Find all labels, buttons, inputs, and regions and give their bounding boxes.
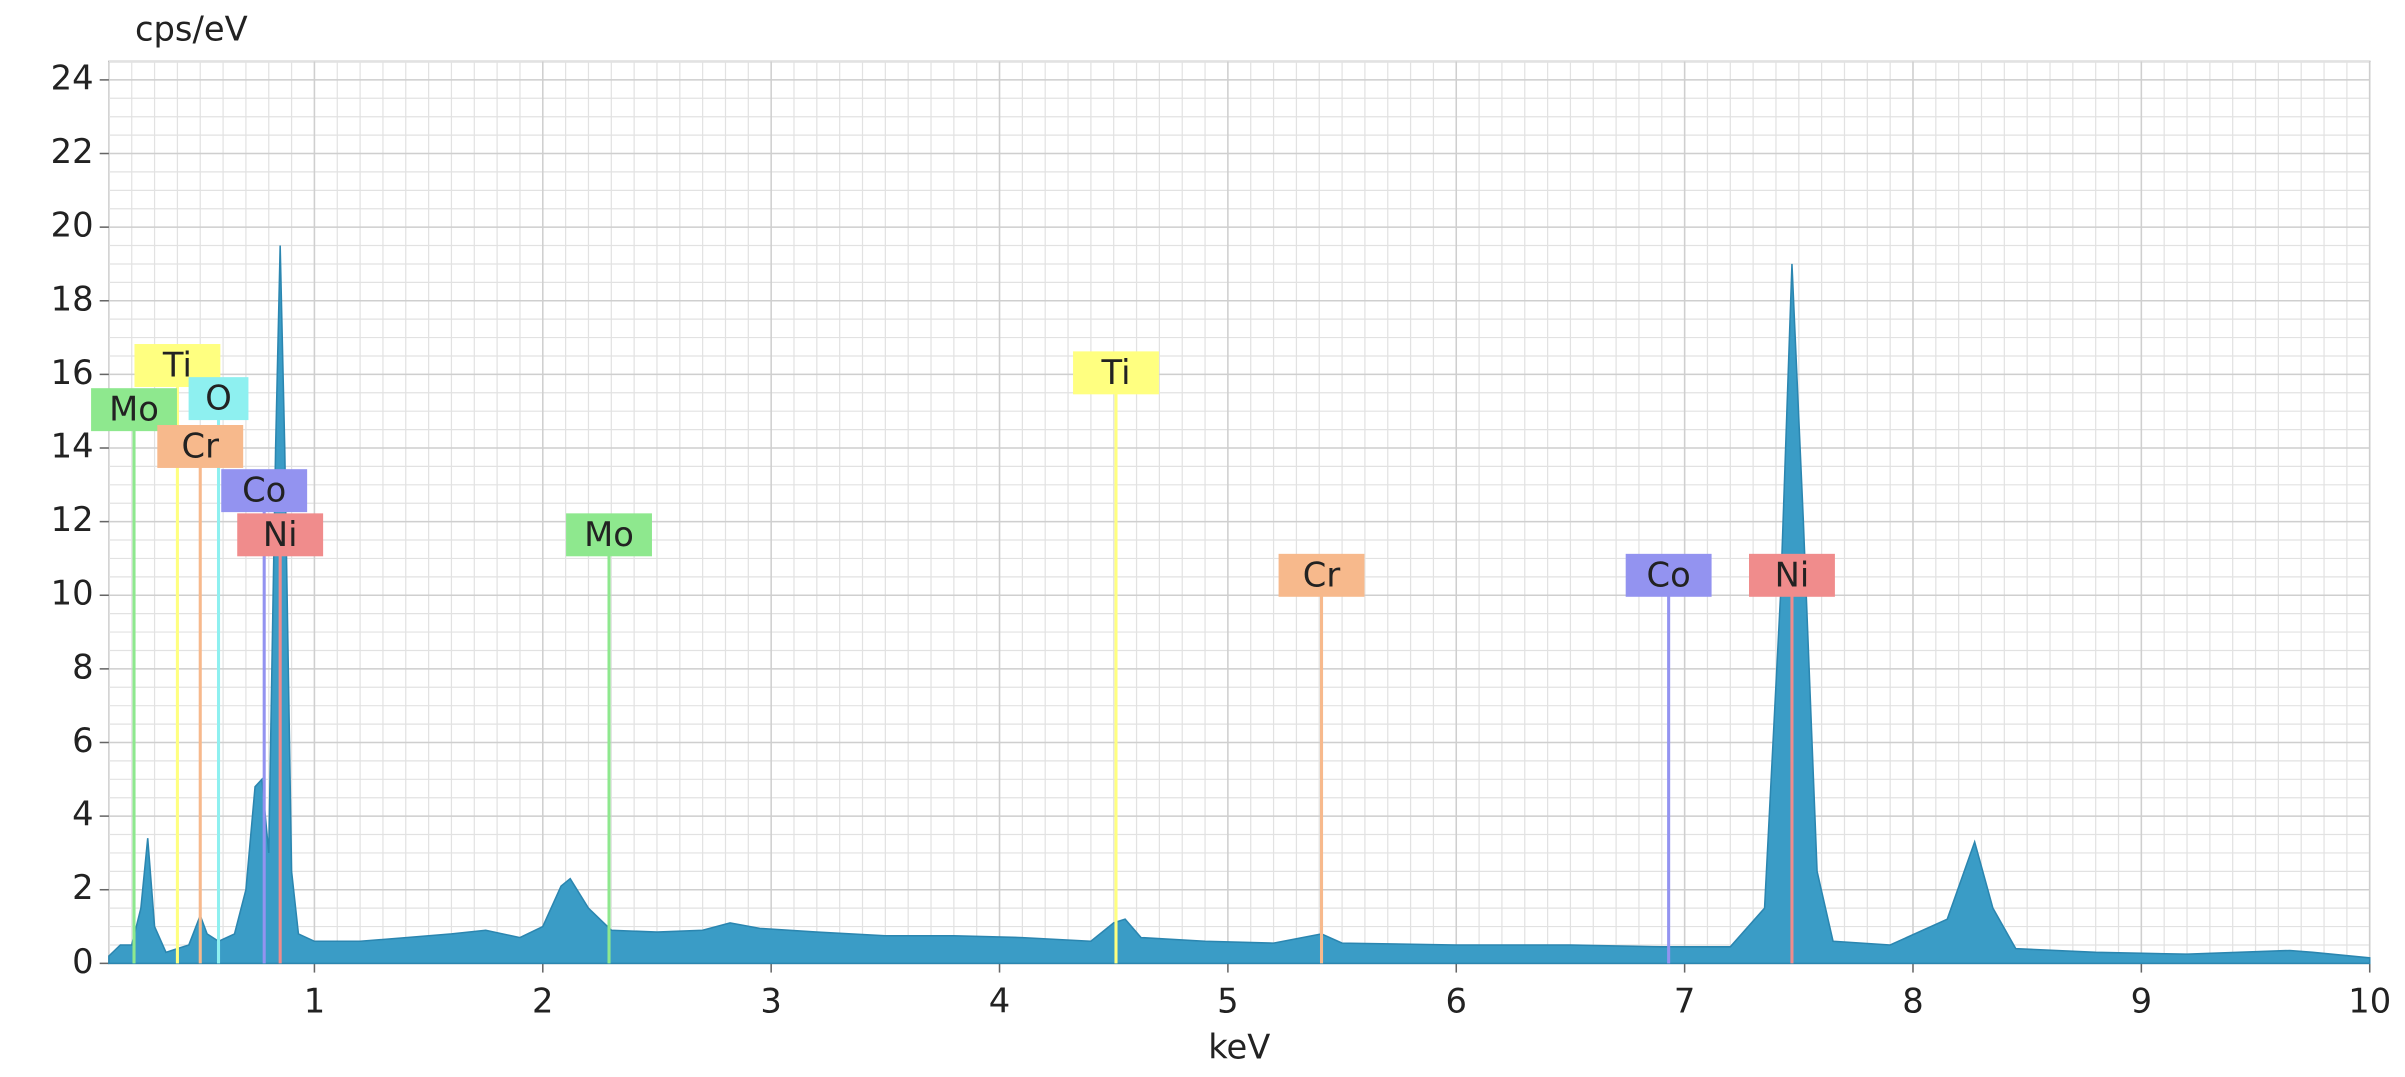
spectrum-area [108, 245, 2371, 965]
x-tick-label: 2 [532, 982, 553, 1021]
plot-area [108, 60, 2371, 965]
x-tick-label: 3 [760, 982, 781, 1021]
element-label-box [1278, 553, 1365, 597]
y-tick-label: 20 [51, 206, 94, 245]
x-tick-label: 6 [1446, 982, 1467, 1021]
x-tick-label: 4 [989, 982, 1010, 1021]
y-tick-label: 18 [51, 279, 94, 318]
element-label: Cr [1303, 555, 1341, 594]
element-label-box [1073, 351, 1159, 395]
y-tick-label: 4 [72, 795, 93, 834]
y-tick-label: 10 [51, 574, 94, 613]
x-tick-label: 1 [304, 982, 325, 1021]
y-axis-label: cps/eV [135, 9, 248, 48]
y-tick-label: 12 [51, 500, 94, 539]
element-label: Co [1647, 555, 1691, 594]
x-tick-label: 10 [2348, 982, 2391, 1021]
element-label-box [1625, 553, 1712, 597]
y-tick-label: 0 [72, 942, 93, 981]
element-label: Cr [182, 427, 220, 466]
element-label: Ni [263, 515, 298, 554]
y-tick-label: 6 [72, 721, 93, 760]
element-label: Ni [1775, 555, 1810, 594]
element-label: O [205, 379, 232, 418]
element-label: Mo [584, 515, 634, 554]
x-tick-label: 7 [1674, 982, 1695, 1021]
element-label-box [566, 513, 652, 557]
y-tick-label: 16 [51, 353, 94, 392]
y-tick-label: 8 [72, 647, 93, 686]
element-label-box [1749, 553, 1835, 597]
x-tick-label: 5 [1217, 982, 1238, 1021]
element-label: Ti [162, 346, 192, 385]
x-axis-label: keV [1208, 1028, 1270, 1067]
element-label-box [188, 377, 249, 421]
element-label: Ti [1101, 353, 1131, 392]
element-label: Co [242, 471, 286, 510]
element-label: Mo [109, 390, 159, 429]
element-label-box [91, 388, 177, 432]
y-tick-label: 2 [72, 868, 93, 907]
y-tick-label: 14 [51, 427, 94, 466]
element-label-box [237, 513, 324, 557]
element-label-box [157, 424, 244, 468]
y-tick-label: 22 [51, 132, 94, 171]
element-label-box [221, 469, 308, 513]
y-tick-label: 24 [51, 58, 94, 97]
x-tick-label: 9 [2131, 982, 2152, 1021]
x-tick-label: 8 [1902, 982, 1923, 1021]
